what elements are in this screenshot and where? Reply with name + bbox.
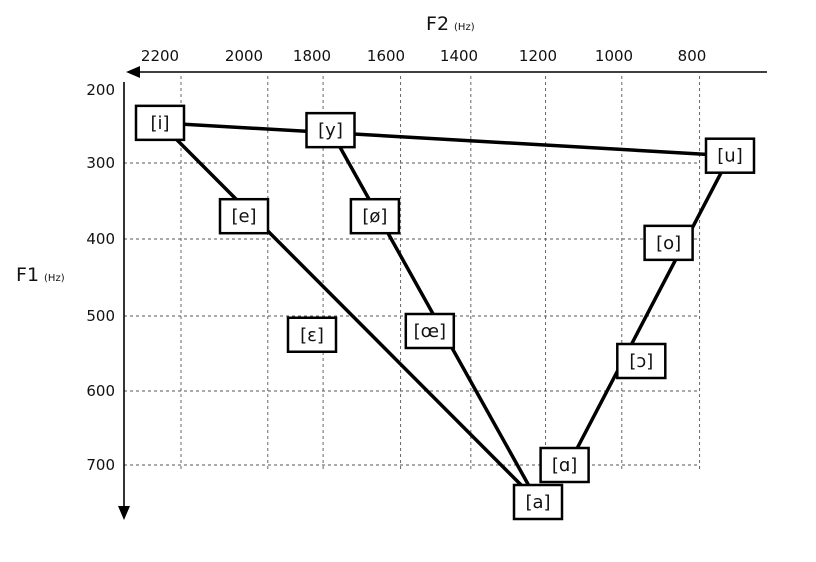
vowel-label: [o] [656,233,681,254]
vowel-box [305,111,356,149]
vowel-box [539,446,590,484]
vowel-edge [158,121,540,504]
vowel-box [512,483,564,521]
y-axis-arrowhead [118,506,130,520]
x-axis-arrowhead [126,66,140,78]
x-tick-label: 1600 [367,47,405,65]
vowel-labels: [i] [y] [u] [e] [ø] [o] [ɛ] [œ] [ɔ] [ɑ][a] [134,104,756,521]
axes: F2 (Hz) F1 (Hz) [16,13,767,520]
y-tick-label: 700 [86,456,115,474]
vowel-marker: [i] [134,104,186,142]
vowel-edges [158,121,732,504]
x-axis-title: F2 (Hz) [426,13,475,35]
vowel-box [643,224,694,262]
vowel-label: [i] [150,113,169,134]
vowel-marker: [œ] [404,312,456,350]
vowel-marker: [ɔ] [616,342,667,380]
vowel-marker: [ɑ] [539,446,590,484]
vowel-marker: [o] [643,224,694,262]
vowel-label: [u] [717,146,742,167]
vowel-marker: [e] [218,197,270,235]
tick-labels: 2200 2000 1800 1600 1400 1200 1000 800 200 300 400… [86,47,706,474]
vowel-marker: [a] [512,483,564,521]
x-tick-label: 1200 [519,47,557,65]
vowel-box [616,342,667,380]
vowel-marker: [u] [704,137,756,174]
vowel-label: [ɑ] [552,455,577,476]
y-tick-label: 300 [86,154,115,172]
vowel-edge [158,121,732,158]
x-tick-label: 800 [678,47,707,65]
vowel-box [349,197,401,235]
y-tick-label: 600 [86,382,115,400]
vowel-edge [566,153,732,467]
y-tick-label: 200 [86,81,115,99]
y-tick-label: 400 [86,230,115,248]
vowel-label: [ɔ] [629,351,653,372]
vowel-marker: [ɛ] [286,316,338,353]
vowel-label: [ø] [362,206,387,227]
vowel-marker: [y] [305,111,356,149]
x-tick-label: 1000 [595,47,633,65]
vowel-label: [a] [525,492,550,513]
vowel-label: [y] [318,120,343,141]
x-tick-label: 2000 [225,47,263,65]
y-tick-label: 500 [86,307,115,325]
vowel-label: [ɛ] [300,325,324,346]
x-tick-label: 1400 [440,47,478,65]
vowel-label: [e] [231,206,256,227]
x-tick-label: 2200 [141,47,179,65]
vowel-label: [œ] [414,321,446,342]
vowel-box [286,316,338,353]
vowel-marker: [ø] [349,197,401,235]
x-tick-label: 1800 [293,47,331,65]
vowel-box [218,197,270,235]
y-axis-title: F1 (Hz) [16,264,65,286]
vowel-box [404,312,456,350]
vowel-box [704,137,756,174]
vowel-box [134,104,186,142]
